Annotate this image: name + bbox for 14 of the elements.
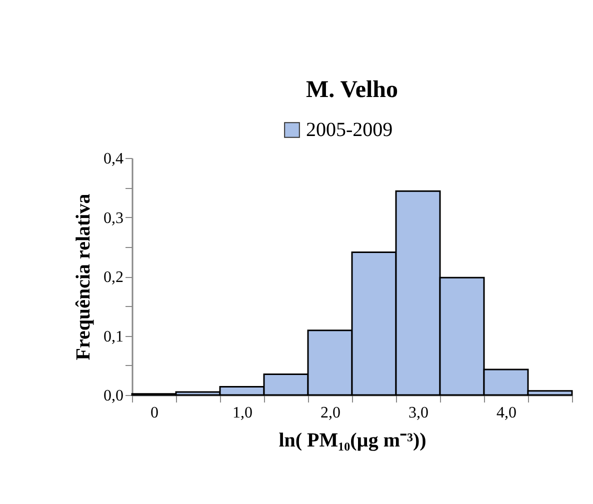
y-tick-label: 0,2 [104, 269, 124, 286]
y-tick-label: 0,4 [104, 150, 124, 168]
y-tick-label: 0,3 [104, 210, 124, 227]
x-tick-label: 1,0 [232, 404, 252, 422]
x-tick-label: 0 [150, 404, 158, 422]
legend-label: 2005-2009 [306, 119, 393, 141]
y-tick-label: 0,1 [104, 328, 124, 346]
chart-title: M. Velho [306, 77, 398, 103]
y-axis-title: Frequência relativa [72, 194, 94, 360]
y-tick-label: 0,0 [104, 388, 124, 404]
x-tick-label: 3,0 [408, 404, 428, 422]
x-tick-label: 2,0 [320, 404, 340, 422]
x-axis-title: ln( PM₁₀(µg m⁻³)) [278, 430, 426, 452]
x-tick-label: 4,0 [496, 404, 516, 422]
